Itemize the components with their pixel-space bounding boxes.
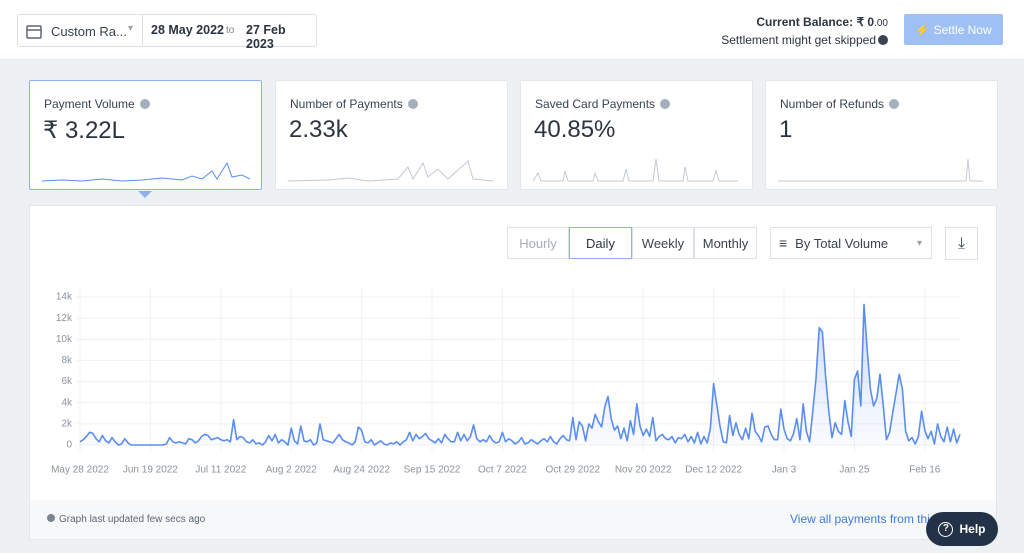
y-tick-label: 0 bbox=[66, 440, 72, 451]
help-button[interactable]: ? Help bbox=[926, 512, 998, 546]
x-tick-label: Aug 2 2022 bbox=[266, 465, 318, 476]
x-tick-label: Oct 7 2022 bbox=[478, 465, 527, 476]
x-tick-label: Jul 11 2022 bbox=[195, 465, 246, 476]
x-tick-label: Feb 16 bbox=[909, 465, 941, 476]
x-tick-label: Nov 20 2022 bbox=[615, 465, 672, 476]
info-icon[interactable] bbox=[878, 35, 888, 45]
tab[interactable]: Hourly bbox=[507, 227, 569, 259]
card-value: ₹ 3.22L bbox=[43, 117, 125, 144]
chart: 0 2k 4k 6k 8k 10k 12k 14k May 28 2022 Jun 19 2022… bbox=[51, 289, 961, 476]
card[interactable]: Saved Card Payments 40.85% bbox=[520, 80, 753, 190]
chart-panel bbox=[29, 205, 997, 540]
sparkline bbox=[42, 161, 250, 182]
card-value: 40.85% bbox=[534, 116, 616, 143]
line bbox=[79, 303, 961, 446]
sort-select[interactable]: ≡ By Total Volume ▾ bbox=[770, 227, 932, 259]
balance-decimal: .00 bbox=[874, 18, 888, 29]
card-label: Number of Payments bbox=[290, 97, 403, 111]
to-word: to bbox=[226, 25, 235, 36]
x-tick-label: Aug 24 2022 bbox=[333, 465, 390, 476]
tab[interactable]: Monthly bbox=[694, 227, 757, 259]
card-label: Saved Card Payments bbox=[535, 97, 656, 111]
card-label: Number of Refunds bbox=[780, 97, 885, 111]
settle-text: Settle Now bbox=[933, 22, 992, 37]
card-label: Payment Volume bbox=[44, 97, 135, 111]
tab[interactable]: Weekly bbox=[632, 227, 694, 259]
x-tick-label: Jan 25 bbox=[839, 465, 869, 476]
range-select[interactable]: Custom Ra... bbox=[51, 24, 127, 39]
view-link[interactable]: View all payments from this bbox=[790, 512, 936, 526]
sparkline bbox=[533, 159, 738, 182]
balance: Current Balance: ₹ 0.00 Settlement might… bbox=[721, 14, 888, 49]
updated-text: Graph last updated few secs ago bbox=[59, 514, 206, 525]
sparkline bbox=[288, 160, 494, 182]
x-tick-label: Dec 12 2022 bbox=[685, 465, 742, 476]
card[interactable]: Number of Payments 2.33k bbox=[275, 80, 508, 190]
x-tick-label: May 28 2022 bbox=[51, 465, 109, 476]
y-tick-label: 6k bbox=[61, 376, 73, 387]
settle-button[interactable]: ⚡ Settle Now bbox=[904, 14, 1003, 45]
tab[interactable]: Daily bbox=[569, 227, 632, 259]
y-tick-label: 10k bbox=[56, 334, 73, 345]
x-tick-label: Oct 29 2022 bbox=[546, 465, 601, 476]
from-date[interactable]: 28 May 2022 bbox=[151, 23, 224, 37]
balance-label: Current Balance: bbox=[756, 15, 854, 29]
y-tick-label: 12k bbox=[56, 313, 73, 324]
settlement-note: Settlement might get skipped bbox=[721, 33, 876, 47]
x-tick-label: Sep 15 2022 bbox=[404, 465, 461, 476]
download-button[interactable]: ⤓ bbox=[945, 227, 978, 260]
card[interactable]: Payment Volume ₹ 3.22L bbox=[29, 80, 262, 190]
y-tick-label: 14k bbox=[56, 292, 73, 303]
y-tick-label: 4k bbox=[61, 397, 73, 408]
card-value: 1 bbox=[779, 116, 793, 143]
y-tick-label: 2k bbox=[61, 418, 73, 429]
card[interactable]: Number of Refunds 1 bbox=[765, 80, 998, 190]
chart-footer: Graph last updated few secs ago View all… bbox=[30, 500, 996, 539]
calendar-icon bbox=[26, 25, 42, 39]
sparkline bbox=[778, 159, 983, 182]
balance-value: ₹ 0 bbox=[856, 15, 875, 29]
x-tick-label: Jun 19 2022 bbox=[123, 465, 178, 476]
selected-pointer bbox=[138, 191, 152, 198]
x-tick-label: Jan 3 bbox=[772, 465, 797, 476]
updated-note: Graph last updated few secs ago bbox=[47, 514, 205, 525]
date-range[interactable]: Custom Ra... ▾ 28 May 2022 to 27 Feb 202… bbox=[17, 14, 317, 51]
area bbox=[80, 304, 960, 445]
divider bbox=[142, 15, 143, 46]
top-bar: Custom Ra... ▾ 28 May 2022 to 27 Feb 202… bbox=[0, 0, 1024, 60]
y-tick-label: 8k bbox=[61, 355, 73, 366]
help-text: Help bbox=[959, 522, 986, 536]
to-date[interactable]: 27 Feb 2023 bbox=[246, 23, 286, 51]
card-value: 2.33k bbox=[289, 116, 348, 143]
caret: ▾ bbox=[128, 23, 134, 34]
sort-text: By Total Volume bbox=[795, 235, 889, 251]
